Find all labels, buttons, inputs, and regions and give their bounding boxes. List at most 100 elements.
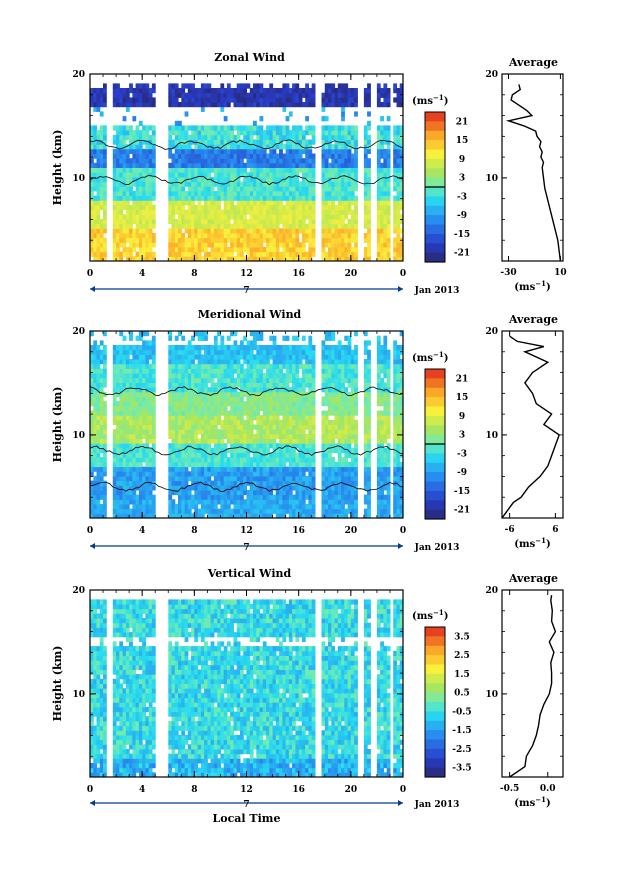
heatmap-cell [240,190,244,197]
heatmap-cell [324,148,329,154]
heatmap-cell [253,144,257,150]
heatmap-cell [90,368,94,374]
heatmap-cell [380,144,384,150]
heatmap-cell [135,172,140,178]
heatmap-cell [334,139,339,145]
heatmap-cell [220,485,225,491]
heatmap-cell [178,223,182,229]
heatmap-cell [279,508,283,514]
heatmap-cell [269,335,274,341]
heatmap-cell [240,452,244,458]
heatmap-cell [380,181,384,187]
heatmap-cell [135,200,140,206]
heatmap-cell [93,144,98,150]
heatmap-cell [272,504,277,510]
heatmap-cell [285,387,290,393]
heatmap-cell [236,97,241,103]
heatmap-cell [249,153,254,159]
heatmap-cell [174,504,179,510]
heatmap-cell [90,223,94,229]
heatmap-cell [174,144,179,150]
heatmap-cell [138,508,143,514]
heatmap-cell [236,186,241,192]
heatmap-cell [93,438,98,444]
heatmap-cell [174,125,179,131]
heatmap-cell [240,387,244,393]
heatmap-cell [148,97,153,103]
heatmap-cell [233,186,238,192]
heatmap-cell [233,204,238,211]
heatmap-cell [396,97,401,103]
heatmap-cell [207,349,212,355]
heatmap-cell [200,475,205,482]
heatmap-cell [262,396,267,402]
heatmap-cell [308,200,313,206]
colorbar-segment [425,121,445,132]
heatmap-cell [243,410,247,416]
heatmap-cell [393,214,397,220]
heatmap-cell [213,443,218,449]
heatmap-cell [204,466,208,472]
heatmap-cell [151,256,156,262]
heatmap-cell [90,102,94,108]
heatmap-cell [119,429,124,435]
heatmap-cell [295,382,300,388]
heatmap-cell [269,153,274,159]
heatmap-cell [194,134,199,140]
heatmap-cell [272,405,277,411]
heatmap-cell [246,443,251,449]
heatmap-cell [116,153,120,159]
heatmap-cell [213,88,218,94]
heatmap-cell [240,242,244,248]
heatmap-cell [328,228,332,234]
heatmap-cell [288,181,293,187]
heatmap-cell [272,359,277,365]
heatmap-cell [213,419,218,425]
heatmap-cell [334,181,339,187]
heatmap-cell [246,125,251,131]
heatmap-cell [138,153,143,159]
heatmap-cell [125,466,130,472]
heatmap-cell [142,452,146,458]
heatmap-cell [223,218,228,225]
heatmap-cell [275,475,280,482]
heatmap-cell [396,251,401,257]
heatmap-cell [138,373,143,379]
heatmap-cell [285,373,290,379]
heatmap-cell [285,247,290,253]
heatmap-cell [295,504,300,510]
heatmap-cell [393,144,397,150]
heatmap-cell [217,242,221,248]
heatmap-cell [295,97,300,103]
heatmap-cell [148,167,153,173]
heatmap-cell [337,134,342,140]
heatmap-cell [259,447,264,454]
heatmap-cell [279,424,283,430]
heatmap-cell [230,494,234,500]
heatmap-cell [240,223,244,229]
heatmap-cell [213,251,218,257]
heatmap-cell [246,228,251,234]
heatmap-cell [174,429,179,435]
heatmap-cell [213,162,218,168]
heatmap-cell [138,499,143,505]
heatmap-cell [174,471,179,477]
heatmap-cell [233,148,238,154]
heatmap-cell [236,139,241,145]
heatmap-cell [350,158,355,164]
heatmap-cell [210,415,215,421]
heatmap-cell [272,373,277,379]
heatmap-cell [122,251,127,257]
heatmap-cell [233,368,238,374]
heatmap-cell [138,466,143,472]
heatmap-cell [275,461,280,468]
heatmap-cell [220,148,225,154]
heatmap-cell [122,228,127,234]
heatmap-cell [259,242,264,248]
heatmap-cell [288,176,293,183]
heatmap-cell [145,494,150,500]
heatmap-cell [90,200,94,206]
heatmap-cell [243,209,247,215]
heatmap-cell [256,457,261,463]
heatmap-cell [337,190,342,197]
